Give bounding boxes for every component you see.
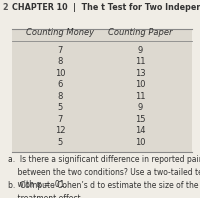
Text: 15: 15: [135, 115, 145, 124]
Text: b.  Compute Cohen’s d to estimate the size of the
    treatment effect: b. Compute Cohen’s d to estimate the siz…: [8, 181, 198, 198]
Text: 13: 13: [135, 69, 145, 78]
Text: 10: 10: [55, 69, 65, 78]
Text: 8: 8: [57, 92, 63, 101]
Text: 2: 2: [2, 3, 8, 12]
Text: 14: 14: [135, 126, 145, 135]
Text: 5: 5: [57, 138, 63, 147]
Text: 7: 7: [57, 115, 63, 124]
Text: 10: 10: [135, 80, 145, 89]
Text: 5: 5: [57, 103, 63, 112]
Text: 11: 11: [135, 57, 145, 66]
Text: 6: 6: [57, 80, 63, 89]
Text: a.  Is there a significant difference in reported pain
    between the two condi: a. Is there a significant difference in …: [8, 155, 200, 189]
Text: 9: 9: [137, 103, 143, 112]
Text: Counting Money: Counting Money: [26, 28, 94, 37]
Text: 9: 9: [137, 46, 143, 55]
Text: 11: 11: [135, 92, 145, 101]
Text: 7: 7: [57, 46, 63, 55]
Text: CHAPTER 10  |  The t Test for Two Independent Sam: CHAPTER 10 | The t Test for Two Independ…: [12, 3, 200, 12]
Text: 10: 10: [135, 138, 145, 147]
Text: 12: 12: [55, 126, 65, 135]
Text: Counting Paper: Counting Paper: [108, 28, 172, 37]
Text: 8: 8: [57, 57, 63, 66]
